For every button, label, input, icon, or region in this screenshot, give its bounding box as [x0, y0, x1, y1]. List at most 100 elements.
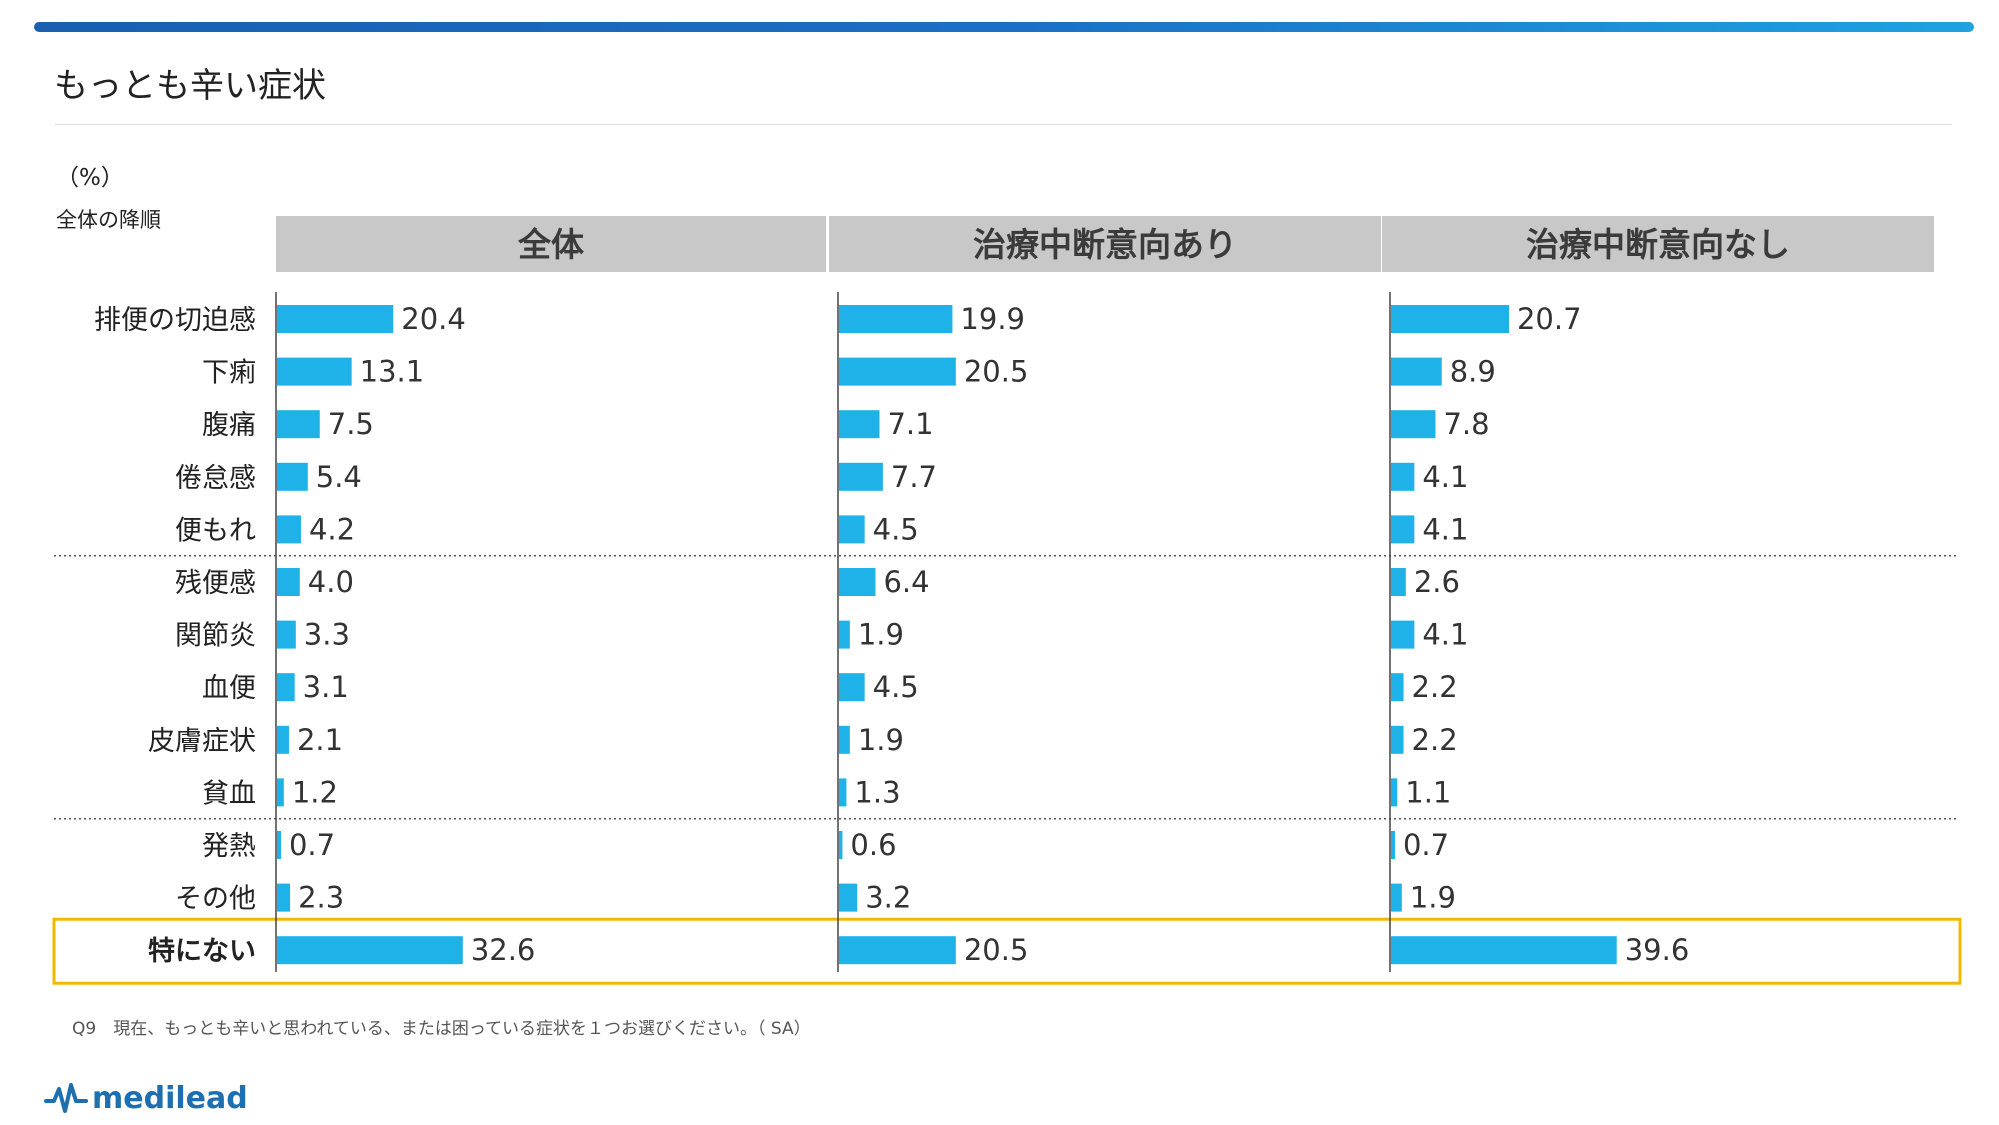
value-label-1: 4.0	[308, 565, 354, 599]
value-label-3: 1.9	[1410, 881, 1456, 915]
value-label-3: 0.7	[1403, 828, 1449, 862]
bar-3	[1391, 673, 1404, 702]
value-label-2: 19.9	[960, 302, 1025, 336]
panel-header-3: 治療中断意向なし	[1526, 225, 1790, 264]
bar-1	[277, 410, 320, 439]
bar-2	[839, 778, 847, 807]
category-label: 特にない	[148, 936, 256, 967]
value-label-1: 20.4	[401, 302, 466, 336]
bar-1	[277, 673, 295, 702]
value-label-3: 7.8	[1443, 407, 1489, 441]
category-label: 貧血	[202, 778, 256, 809]
bar-2	[839, 515, 865, 544]
bar-1	[277, 936, 463, 965]
bar-1	[277, 883, 291, 912]
bar-2	[839, 305, 953, 333]
logo-text: medilead	[92, 1080, 248, 1116]
bar-2	[839, 620, 850, 649]
bar-1	[277, 462, 308, 491]
value-label-3: 2.2	[1412, 723, 1458, 757]
value-label-2: 6.4	[883, 565, 929, 599]
bar-2	[839, 410, 880, 439]
value-label-2: 20.5	[964, 933, 1029, 967]
value-label-2: 0.6	[850, 828, 896, 862]
category-label: 発熱	[202, 831, 256, 862]
bar-3	[1391, 515, 1415, 544]
title-divider	[54, 124, 1952, 125]
value-label-3: 20.7	[1517, 302, 1582, 336]
medilead-logo: medilead	[44, 1080, 248, 1116]
bar-1	[277, 778, 284, 807]
category-label: 倦怠感	[175, 463, 256, 494]
top-accent-bar	[34, 22, 1974, 32]
value-label-1: 2.1	[297, 723, 343, 757]
bar-2	[839, 357, 956, 386]
bar-3	[1391, 620, 1415, 649]
bar-1	[277, 620, 296, 649]
bar-3	[1391, 831, 1395, 859]
bar-3	[1391, 305, 1509, 333]
value-label-3: 4.1	[1422, 618, 1468, 652]
value-label-1: 13.1	[360, 355, 425, 389]
bar-1	[277, 568, 300, 596]
value-label-1: 2.3	[298, 881, 344, 915]
value-label-1: 3.1	[303, 670, 349, 704]
value-label-2: 4.5	[873, 512, 919, 546]
bar-2	[839, 673, 865, 702]
bar-3	[1391, 883, 1402, 912]
bar-1	[277, 305, 394, 333]
value-label-2: 4.5	[873, 670, 919, 704]
category-label: 皮膚症状	[148, 726, 256, 757]
value-label-2: 3.2	[865, 881, 911, 915]
bar-1	[277, 357, 352, 386]
value-label-3: 2.6	[1414, 565, 1460, 599]
value-label-2: 20.5	[964, 355, 1029, 389]
bar-3	[1391, 410, 1436, 439]
value-label-3: 39.6	[1625, 933, 1690, 967]
bar-2	[839, 462, 883, 491]
value-label-1: 32.6	[471, 933, 536, 967]
bar-2	[839, 883, 858, 912]
value-label-1: 7.5	[328, 407, 374, 441]
category-label: 関節炎	[175, 621, 256, 652]
value-label-1: 3.3	[304, 618, 350, 652]
bar-1	[277, 725, 289, 754]
highlight-box	[52, 917, 1962, 985]
sort-order-note: 全体の降順	[56, 208, 161, 232]
category-label: 下痢	[202, 358, 256, 389]
value-label-3: 2.2	[1412, 670, 1458, 704]
value-label-3: 8.9	[1450, 355, 1496, 389]
category-label: 血便	[202, 673, 256, 704]
unit-label: （%）	[56, 165, 124, 191]
bar-3	[1391, 725, 1404, 754]
bar-3	[1391, 357, 1442, 386]
value-label-2: 1.9	[858, 618, 904, 652]
category-label: 残便感	[175, 568, 256, 599]
bar-2	[839, 936, 956, 965]
bar-3	[1391, 462, 1415, 491]
category-label: 腹痛	[202, 410, 256, 441]
value-label-1: 5.4	[316, 460, 362, 494]
bar-1	[277, 831, 281, 859]
panel-header-2: 治療中断意向あり	[973, 225, 1237, 264]
value-label-3: 4.1	[1422, 460, 1468, 494]
bar-2	[839, 568, 876, 596]
value-label-3: 1.1	[1405, 775, 1451, 809]
panel-header-bg-3	[1382, 216, 1934, 272]
value-label-2: 7.7	[891, 460, 937, 494]
value-label-2: 1.3	[854, 775, 900, 809]
bar-3	[1391, 568, 1406, 596]
bar-1	[277, 515, 301, 544]
bar-3	[1391, 936, 1617, 965]
bar-3	[1391, 778, 1398, 807]
panel-header-bg-2	[829, 216, 1381, 272]
page-title: もっとも辛い症状	[54, 66, 326, 106]
pulse-logo-icon	[44, 1083, 88, 1113]
value-label-2: 7.1	[887, 407, 933, 441]
category-label: その他	[175, 884, 256, 915]
bar-2	[839, 831, 843, 859]
value-label-1: 1.2	[292, 775, 338, 809]
value-label-1: 4.2	[309, 512, 355, 546]
value-label-2: 1.9	[858, 723, 904, 757]
